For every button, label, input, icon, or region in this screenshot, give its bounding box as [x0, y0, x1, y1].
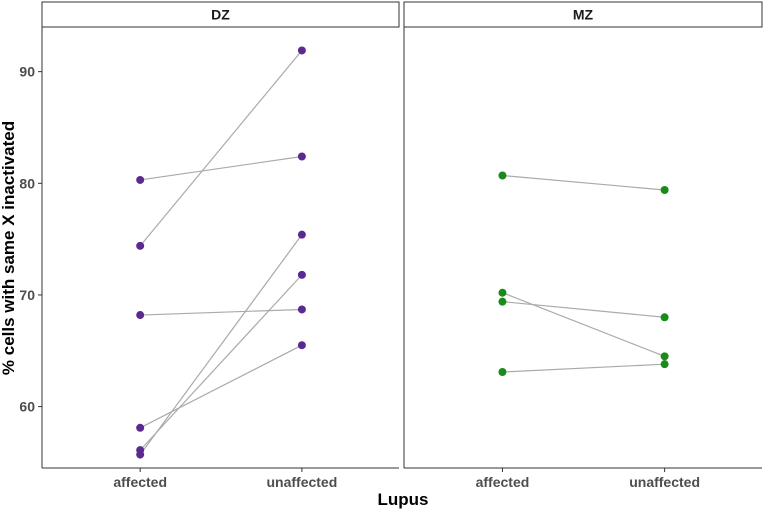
data-point-affected — [136, 450, 145, 459]
data-point-affected — [136, 241, 145, 250]
facet-strip-label: DZ — [211, 7, 230, 23]
pair-connector-line — [139, 344, 303, 429]
data-point-unaffected — [660, 360, 669, 369]
pair-connector-line — [140, 155, 302, 181]
y-tick-label: 90 — [19, 64, 35, 80]
pair-connector-line — [140, 308, 302, 316]
y-tick-label: 60 — [19, 399, 35, 415]
facet-strip — [403, 1, 763, 28]
data-point-unaffected — [297, 270, 306, 279]
pair-connector-line — [139, 234, 303, 455]
y-tick-label: 80 — [19, 175, 35, 191]
x-tick-label: affected — [113, 474, 167, 490]
panel-mz: MZ affected unaffected — [403, 1, 763, 490]
data-point-unaffected — [660, 186, 669, 195]
data-point-unaffected — [297, 305, 306, 314]
facet-strip — [41, 1, 400, 28]
x-tick-label: affected — [476, 474, 530, 490]
data-point-affected — [498, 288, 507, 297]
data-point-affected — [498, 367, 507, 376]
facet-strip-label: MZ — [573, 7, 594, 23]
pair-connector-line — [502, 301, 665, 318]
data-point-unaffected — [297, 230, 306, 239]
pair-connector-line — [502, 363, 665, 373]
axes: 60 70 80 90 — [19, 64, 42, 415]
data-point-affected — [498, 171, 507, 180]
pair-connector-line — [502, 174, 665, 191]
panel-dz: DZ affected unaffected — [41, 1, 400, 490]
data-point-affected — [136, 175, 145, 184]
pair-connector-line — [139, 274, 303, 451]
pair-connector-line — [502, 292, 665, 357]
data-point-unaffected — [297, 46, 306, 55]
y-tick-label: 70 — [19, 287, 35, 303]
x-axis-title: Lupus — [378, 490, 429, 509]
data-point-unaffected — [297, 152, 306, 161]
data-point-affected — [136, 423, 145, 432]
x-tick-label: unaffected — [266, 474, 337, 490]
y-axis-title: % cells with same X inactivated — [0, 121, 18, 375]
data-point-unaffected — [297, 341, 306, 350]
data-point-unaffected — [660, 313, 669, 322]
x-tick-label: unaffected — [629, 474, 700, 490]
panels: DZ affected unaffected MZ affected unaffected — [41, 1, 763, 490]
data-point-unaffected — [660, 352, 669, 361]
data-point-affected — [498, 297, 507, 306]
pair-connector-line — [139, 50, 303, 247]
data-point-affected — [136, 311, 145, 320]
